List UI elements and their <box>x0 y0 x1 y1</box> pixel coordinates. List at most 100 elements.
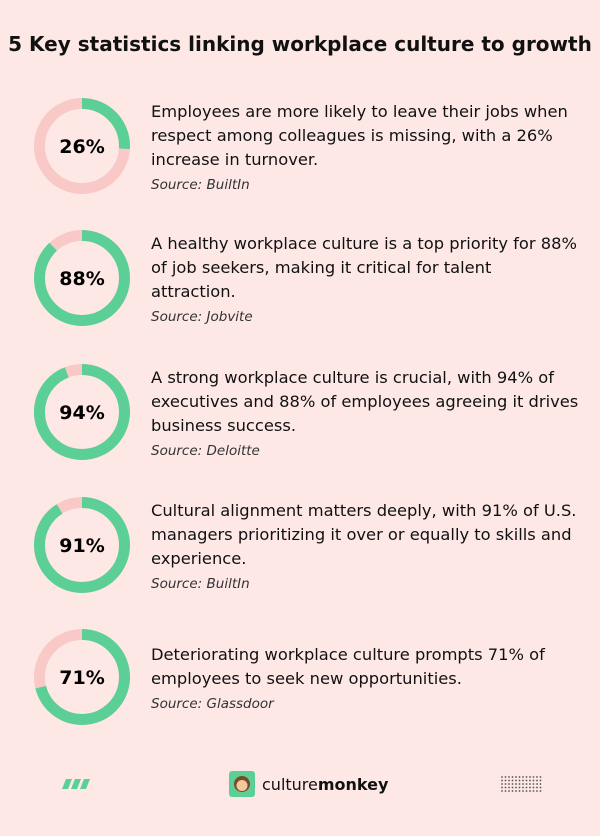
dot <box>532 786 535 789</box>
dot <box>518 790 521 792</box>
donut-label: 88% <box>59 268 104 290</box>
dot <box>508 776 510 778</box>
brand-light: culture <box>262 775 318 794</box>
dot <box>501 783 503 785</box>
dot <box>525 783 528 785</box>
dot <box>518 786 521 789</box>
dot <box>511 776 514 778</box>
dot <box>501 776 503 778</box>
dot <box>504 783 507 785</box>
dot <box>501 779 503 782</box>
donut: 88% <box>34 230 130 326</box>
donut-arc <box>34 230 130 326</box>
dot <box>508 779 510 782</box>
donut-arc <box>34 364 130 460</box>
dot <box>504 786 507 789</box>
dot <box>504 790 507 792</box>
dot <box>536 783 538 785</box>
dot <box>508 783 510 785</box>
dot <box>511 783 514 785</box>
stat-row: 94% A strong workplace culture is crucial… <box>0 347 600 477</box>
dot <box>539 779 542 782</box>
stat-text: Deteriorating workplace culture prompts … <box>151 644 545 688</box>
dot <box>532 790 535 792</box>
dot <box>529 779 531 782</box>
stat-source: Source: BuiltIn <box>151 575 250 592</box>
dot <box>508 786 510 789</box>
donut: 26% <box>34 98 130 194</box>
stat-text-block: A strong workplace culture is crucial, w… <box>151 347 581 477</box>
dot <box>532 779 535 782</box>
dot <box>515 786 517 789</box>
stat-text-block: A healthy workplace culture is a top pri… <box>151 213 581 343</box>
dot <box>536 786 538 789</box>
dot <box>539 776 542 778</box>
stat-row: 71% Deteriorating workplace culture promp… <box>0 612 600 742</box>
logo-face <box>236 780 248 791</box>
dot-grid <box>501 776 542 792</box>
donut-label: 94% <box>59 402 104 424</box>
dot <box>522 783 524 785</box>
dot <box>518 783 521 785</box>
dot <box>525 776 528 778</box>
stat-row: 26% Employees are more likely to leave th… <box>0 81 600 211</box>
brand-bold: monkey <box>317 775 389 794</box>
stat-text-block: Deteriorating workplace culture prompts … <box>151 612 581 742</box>
dot <box>529 776 531 778</box>
donut-label: 71% <box>59 667 104 689</box>
dot <box>522 786 524 789</box>
dot <box>515 783 517 785</box>
dot <box>525 786 528 789</box>
dot <box>515 779 517 782</box>
dot <box>539 786 542 789</box>
donut-arc <box>34 629 130 725</box>
stat-text: A strong workplace culture is crucial, w… <box>151 367 579 435</box>
dot <box>511 786 514 789</box>
donut-arc <box>34 497 130 593</box>
footer: culturemonkey <box>0 770 600 800</box>
dot <box>532 783 535 785</box>
brand: culturemonkey <box>262 775 388 794</box>
dot <box>529 790 531 792</box>
stat-text-block: Employees are more likely to leave their… <box>151 81 581 211</box>
dot <box>525 779 528 782</box>
stat-row: 88% A healthy workplace culture is a top … <box>0 213 600 343</box>
dot <box>511 790 514 792</box>
dot <box>529 786 531 789</box>
stat-source: Source: Jobvite <box>151 308 253 325</box>
donut-label: 26% <box>59 136 104 158</box>
dot <box>536 776 538 778</box>
dot <box>511 779 514 782</box>
dot <box>518 779 521 782</box>
dot <box>522 779 524 782</box>
dot <box>515 790 517 792</box>
stripes-icon <box>62 779 90 789</box>
dot <box>518 776 521 778</box>
dot <box>539 790 542 792</box>
dot <box>501 790 503 792</box>
stat-text: Employees are more likely to leave their… <box>151 101 568 169</box>
stat-source: Source: BuiltIn <box>151 176 250 193</box>
stat-source: Source: Deloitte <box>151 442 260 459</box>
dot <box>504 779 507 782</box>
dot <box>515 776 517 778</box>
donut: 94% <box>34 364 130 460</box>
dot <box>532 776 535 778</box>
dot <box>536 790 538 792</box>
dot <box>501 786 503 789</box>
title: 5 Key statistics linking workplace cultu… <box>8 32 592 56</box>
dot <box>522 776 524 778</box>
donut-arc <box>34 98 130 194</box>
dot <box>539 783 542 785</box>
dot <box>504 776 507 778</box>
dot <box>525 790 528 792</box>
footer-graphics <box>62 771 542 797</box>
stat-source: Source: Glassdoor <box>151 695 274 712</box>
donut-label: 91% <box>59 535 104 557</box>
dot <box>529 783 531 785</box>
stat-row: 91% Cultural alignment matters deeply, wi… <box>0 480 600 610</box>
stat-text-block: Cultural alignment matters deeply, with … <box>151 480 581 610</box>
dot <box>508 790 510 792</box>
donut: 91% <box>34 497 130 593</box>
